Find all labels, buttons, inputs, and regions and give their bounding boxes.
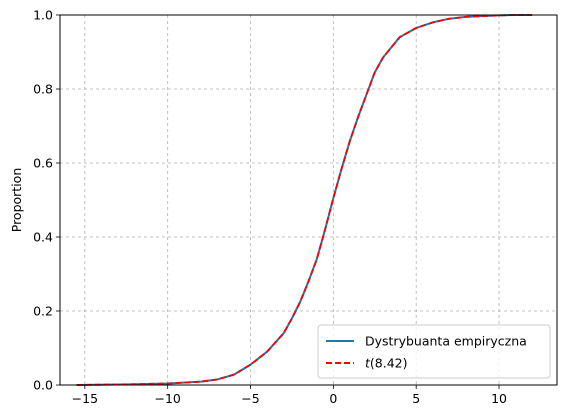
y-tick-label: 0.2 [33, 304, 53, 319]
x-tick-label: −15 [72, 391, 98, 406]
x-tick-label: 5 [412, 391, 420, 406]
x-tick-label: 0 [329, 391, 337, 406]
axes-frame [59, 14, 558, 386]
legend-box [317, 324, 551, 379]
legend-label-empirical: Dystrybuanta empiryczna [365, 334, 527, 349]
axis-ticks: −15 −10 −5 0 5 10 0.0 0.2 0.4 0.6 0.8 1.0 [33, 8, 507, 407]
y-axis-label: Proportion [9, 168, 24, 233]
y-tick-label: 0.8 [33, 82, 53, 97]
legend: Dystrybuanta empiryczna t(8.42) [317, 324, 551, 379]
x-tick-label: −10 [154, 391, 180, 406]
y-tick-label: 0.0 [33, 378, 53, 393]
series-line-t-dist [76, 14, 533, 386]
plot-series [76, 14, 533, 386]
y-tick-label: 0.4 [33, 230, 53, 245]
legend-label-t-rest: (8.42) [370, 356, 408, 371]
y-tick-label: 1.0 [33, 8, 53, 23]
y-tick-label: 0.6 [33, 156, 53, 171]
legend-label-t-dist: t(8.42) [365, 356, 408, 371]
legend-label-t-italic: t [365, 356, 371, 371]
x-tick-label: 10 [491, 391, 507, 406]
x-tick-label: −5 [241, 391, 259, 406]
